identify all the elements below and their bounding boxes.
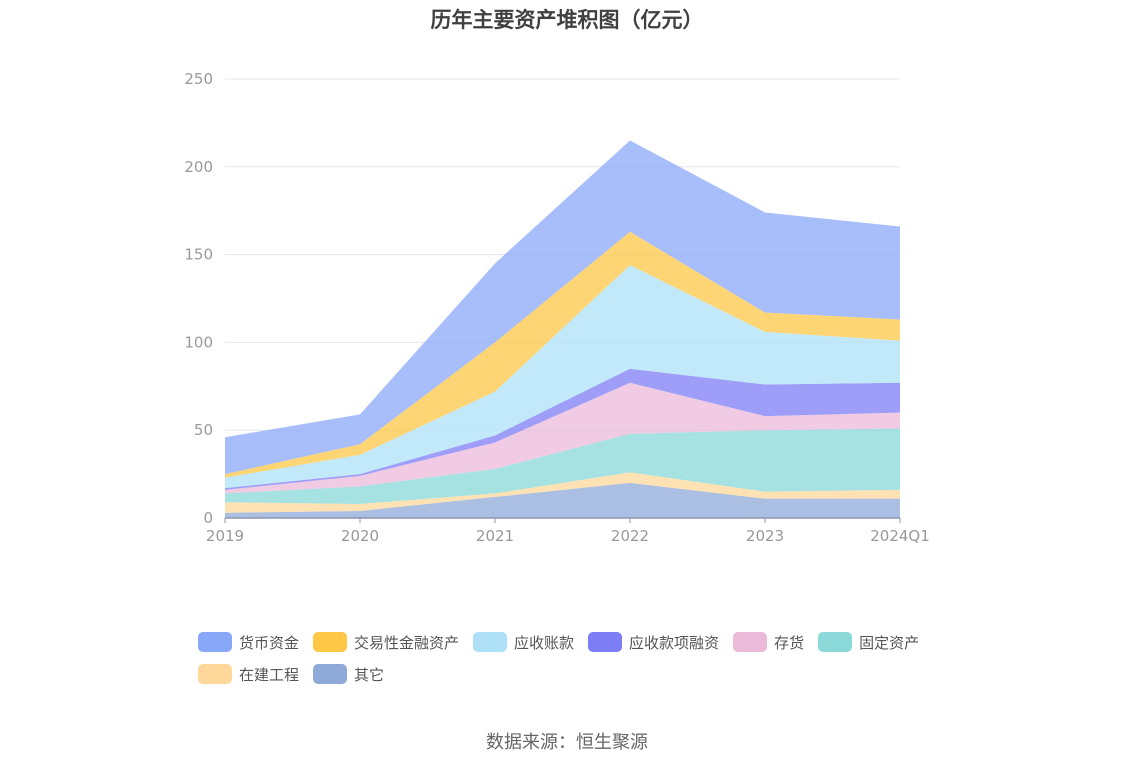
legend-label: 存货 [774, 633, 805, 652]
x-axis: 2019 2020 2021 2022 2023 2024Q1 [206, 517, 930, 545]
chart-title: 历年主要资产堆积图（亿元） [430, 8, 704, 32]
area-在建工程 [225, 472, 900, 513]
y-tick-label: 150 [184, 246, 213, 264]
legend-swatch [818, 632, 853, 652]
legend-item[interactable]: 固定资产 [818, 631, 919, 653]
legend-label: 固定资产 [859, 633, 920, 652]
x-tick-label: 2022 [611, 527, 649, 545]
area-其它 [225, 482, 900, 518]
area-series [225, 140, 900, 518]
legend: 货币资金 交易性金融资产 应收账款 应收款项融资 存货 固定资产在建工程 其它 [198, 631, 958, 695]
y-tick-label: 250 [184, 70, 213, 88]
y-tick-label: 100 [184, 333, 213, 351]
area-固定资产 [225, 428, 900, 504]
y-tick-label: 200 [184, 158, 213, 176]
area-存货 [225, 382, 900, 494]
legend-swatch [473, 632, 508, 652]
x-tick-label: 2021 [476, 527, 514, 545]
x-tick-label: 2024Q1 [870, 527, 930, 545]
legend-label: 交易性金融资产 [354, 633, 460, 652]
legend-item[interactable]: 交易性金融资产 [313, 631, 459, 653]
legend-swatch [313, 664, 348, 684]
legend-label: 应收账款 [514, 633, 575, 652]
y-axis: 0 50 100 150 200 250 [184, 70, 213, 527]
legend-label: 货币资金 [239, 633, 300, 652]
legend-swatch [198, 664, 232, 684]
x-tick-label: 2020 [341, 527, 379, 545]
data-source: 数据来源：恒生聚源 [486, 732, 648, 753]
y-tick-label: 0 [203, 509, 213, 527]
legend-label: 在建工程 [239, 665, 300, 684]
x-tick-label: 2019 [206, 527, 244, 545]
legend-swatch [733, 632, 768, 652]
legend-item[interactable]: 应收款项融资 [588, 631, 719, 653]
legend-item[interactable]: 货币资金 [198, 631, 299, 653]
legend-label: 其它 [354, 665, 385, 684]
area-应收款项融资 [225, 368, 900, 490]
stacked-area-chart: 2019 2020 2021 2022 2023 2024Q1 0 50 100 150 200 2… [184, 70, 930, 545]
legend-item[interactable]: 存货 [733, 631, 804, 653]
legend-swatch [198, 632, 232, 652]
legend-item[interactable]: 应收账款 [473, 631, 574, 653]
legend-item[interactable]: 在建工程 [198, 663, 299, 685]
legend-item[interactable]: 其它 [313, 663, 384, 685]
area-货币资金 [225, 140, 900, 475]
legend-swatch [588, 632, 623, 652]
area-交易性金融资产 [225, 231, 900, 478]
legend-label: 应收款项融资 [629, 633, 720, 652]
x-tick-label: 2023 [746, 527, 784, 545]
legend-swatch [313, 632, 348, 652]
area-应收账款 [225, 265, 900, 489]
y-tick-label: 50 [194, 421, 213, 439]
